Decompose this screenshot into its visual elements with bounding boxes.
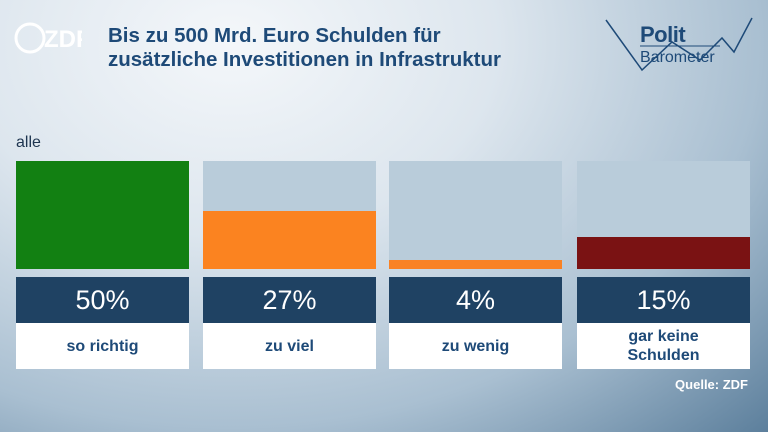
bar-value-label: 27% — [203, 277, 376, 323]
bar-category-label: gar keine Schulden — [577, 323, 750, 369]
bar-track — [577, 161, 750, 269]
title-line-1: Bis zu 500 Mrd. Euro Schulden für — [108, 24, 441, 47]
logo-text: ZDF — [44, 26, 82, 53]
bar-value-label: 50% — [16, 277, 189, 323]
brand-line-1: Polit — [640, 22, 686, 47]
bar-value-label: 15% — [577, 277, 750, 323]
bar-value-label: 4% — [389, 277, 562, 323]
chart-title: Bis zu 500 Mrd. Euro Schulden für zusätz… — [108, 24, 588, 72]
bar — [389, 260, 562, 269]
bar-track — [16, 161, 189, 269]
politbarometer-logo: Polit Barometer — [602, 12, 758, 78]
bar-column: 27% zu viel — [203, 161, 376, 369]
bar — [577, 237, 750, 269]
bar-column: 50% so richtig — [16, 161, 189, 369]
brand-line-2: Barometer — [640, 49, 715, 66]
group-label: alle — [16, 134, 41, 151]
bar-column: 4% zu wenig — [389, 161, 562, 369]
zigzag-icon — [605, 17, 753, 72]
bar-category-label: zu viel — [203, 323, 376, 369]
source-label: Quelle: ZDF — [675, 377, 748, 392]
bar — [16, 161, 189, 269]
zdf-logo-icon: ZDF — [14, 22, 82, 54]
bar-track — [389, 161, 562, 269]
bar-category-label: zu wenig — [389, 323, 562, 369]
title-line-2: zusätzliche Investitionen in Infrastrukt… — [108, 48, 501, 71]
bar-category-label: so richtig — [16, 323, 189, 369]
bar-track — [203, 161, 376, 269]
bar — [203, 211, 376, 269]
bar-column: 15% gar keine Schulden — [577, 161, 750, 369]
